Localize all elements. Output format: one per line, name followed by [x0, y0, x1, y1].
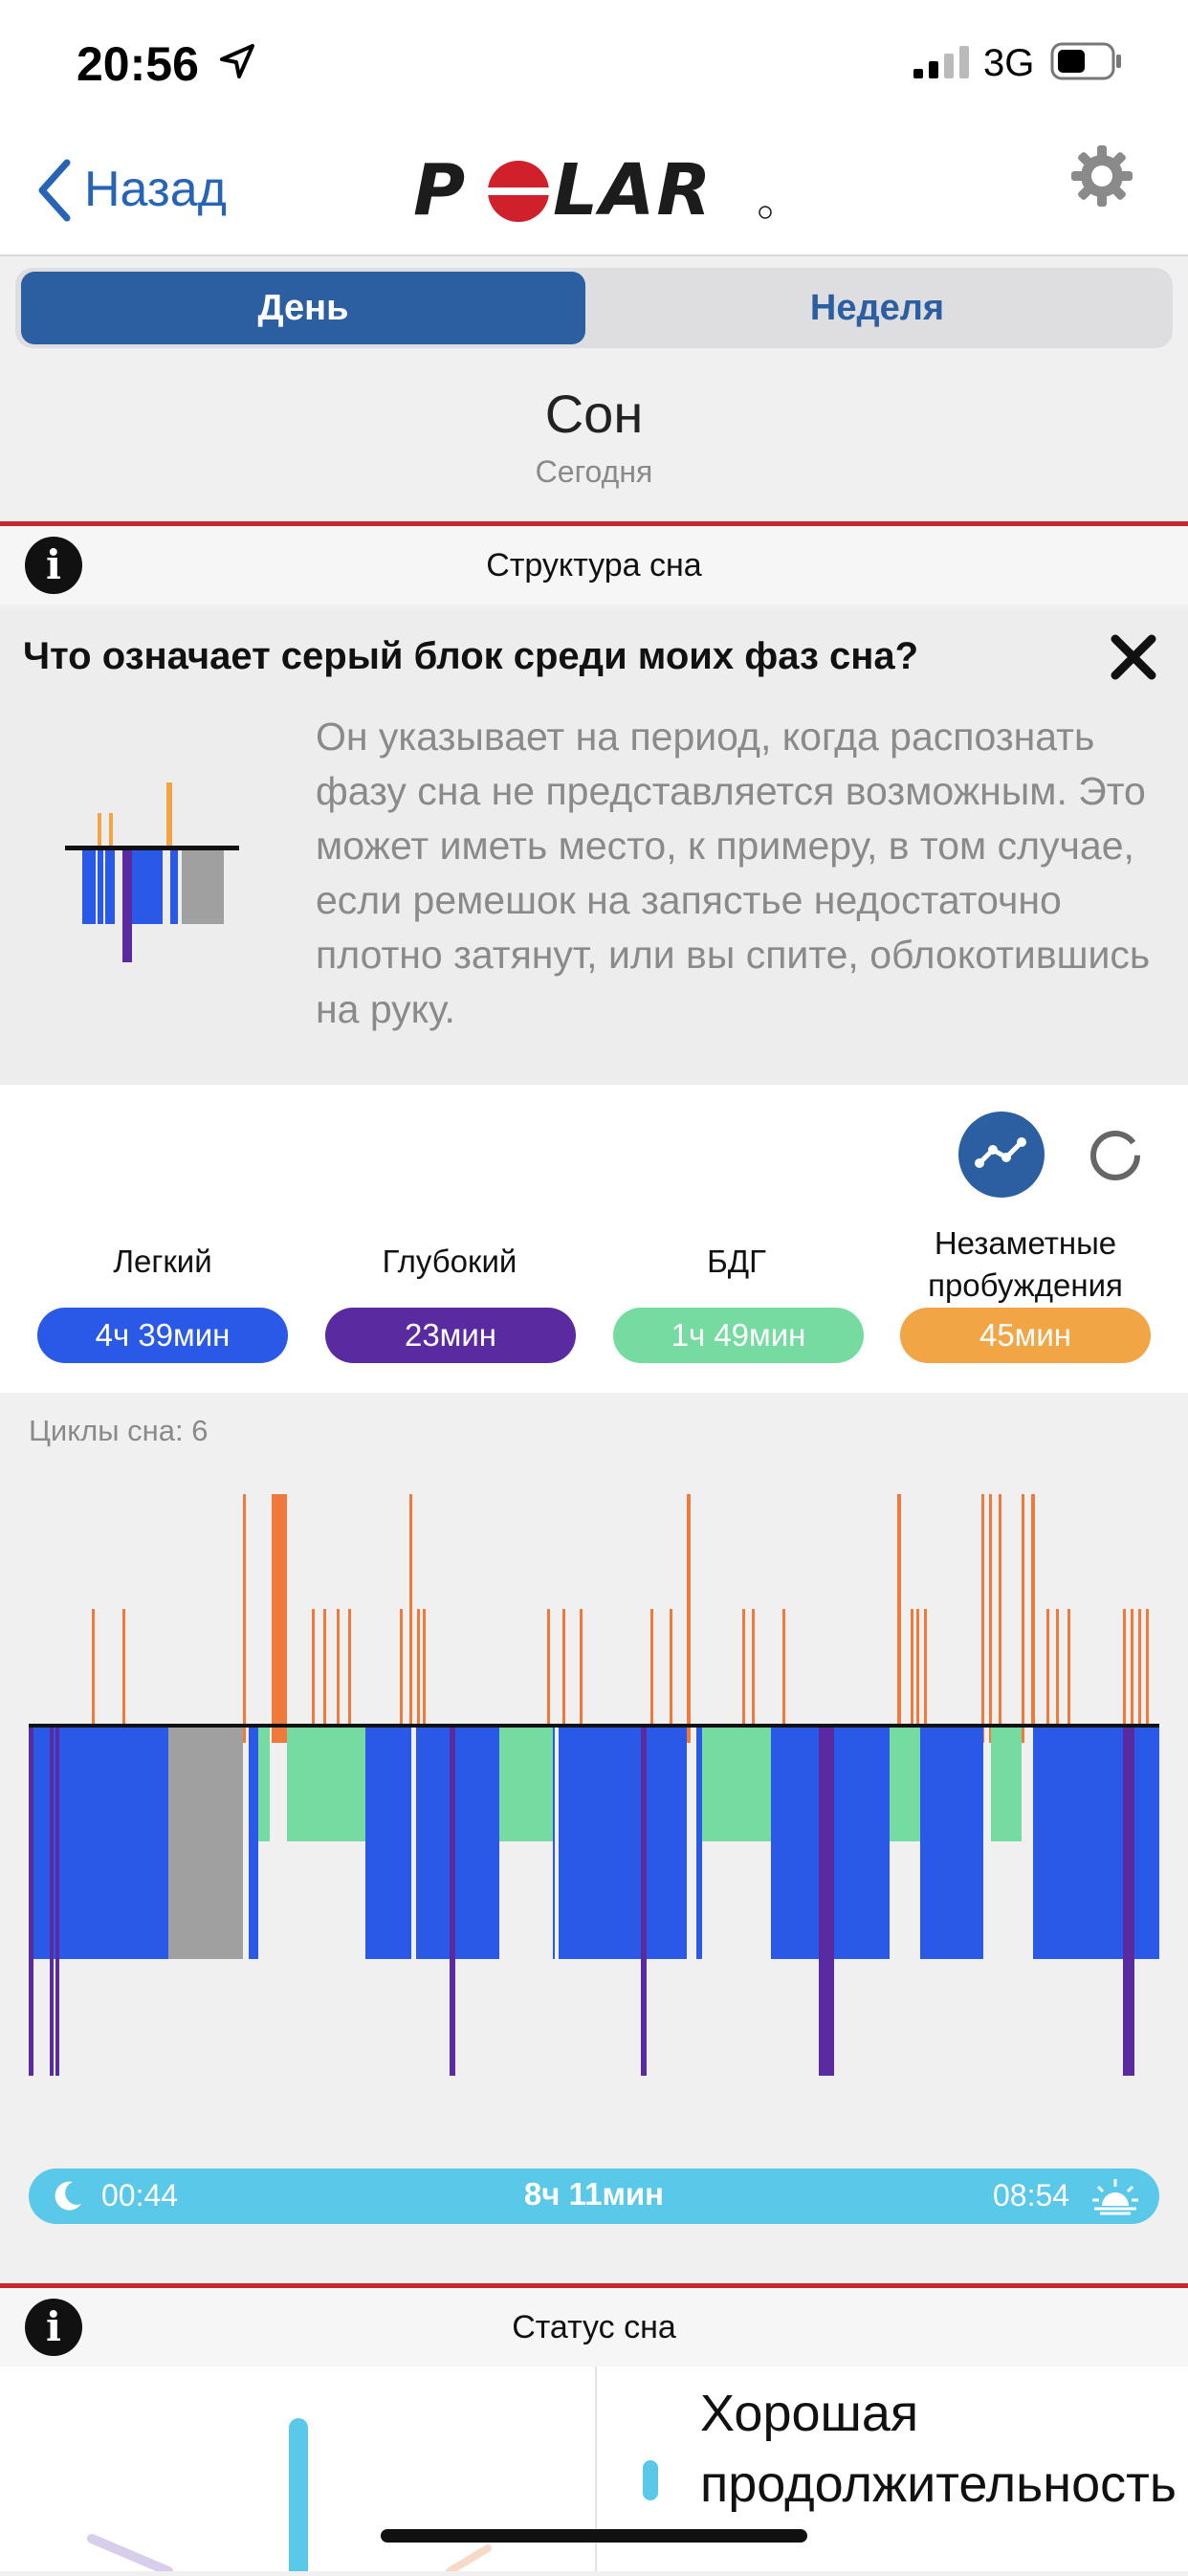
status-time: 20:56	[77, 37, 199, 91]
page-subtitle: Сегодня	[535, 454, 653, 489]
svg-text:P: P	[413, 155, 467, 224]
settings-gear-icon[interactable]	[1069, 143, 1134, 209]
sleep-end-time: 08:54	[993, 2178, 1070, 2213]
legend-value-awake: 45мин	[900, 1308, 1151, 1363]
hypnogram-deep-blocks	[29, 1727, 1134, 2076]
section-divider	[0, 521, 1188, 526]
section-title-structure: Структура сна	[486, 547, 702, 583]
structure-section-header	[0, 526, 1188, 605]
svg-text:LAR: LAR	[553, 155, 713, 224]
tab-day[interactable]: День	[21, 272, 585, 344]
section-title-status: Статус сна	[512, 2309, 676, 2345]
graph-view-button[interactable]	[958, 1112, 1045, 1198]
battery-icon	[1050, 42, 1121, 80]
info-icon[interactable]: i	[25, 2299, 82, 2356]
signal-icon	[913, 46, 969, 78]
sunrise-icon	[1092, 2179, 1138, 2215]
hypnogram-unknown-block	[168, 1727, 243, 1959]
status-bar	[0, 0, 1188, 134]
sleep-start-time: 00:44	[101, 2178, 179, 2213]
hypnogram-wake-spikes	[92, 1494, 1149, 1743]
network-type: 3G	[983, 42, 1035, 84]
status-ring-chart	[87, 2418, 492, 2576]
sleep-duration: 8ч 11мин	[523, 2176, 665, 2212]
moon-icon	[55, 2181, 81, 2211]
sleep-period-bar	[29, 2169, 1159, 2224]
graph-icon	[975, 1137, 1026, 1168]
legend-value-light: 4ч 39мин	[37, 1308, 288, 1363]
sleep-hypnogram	[29, 1494, 1159, 2076]
legend-label-deep: Глубокий	[382, 1244, 517, 1279]
status-divider	[595, 2367, 597, 2571]
back-button[interactable]: Назад	[84, 162, 227, 217]
info-icon[interactable]: i	[25, 537, 82, 594]
status-indicator	[643, 2460, 658, 2500]
legend-label-awake: Незаметные пробуждения	[928, 1225, 1123, 1303]
polar-logo: P LAR	[413, 155, 772, 224]
legend-label-rem: БДГ	[707, 1244, 766, 1279]
legend-label-light: Легкий	[113, 1244, 212, 1279]
section-divider	[0, 2283, 1188, 2288]
close-icon[interactable]	[1108, 631, 1159, 683]
location-arrow-icon	[220, 44, 254, 78]
back-chevron-icon[interactable]	[34, 157, 73, 224]
status-section-header	[0, 2288, 1188, 2367]
page-title: Сон	[544, 384, 644, 444]
sleep-status-text: Хорошая продолжительность	[700, 2385, 1177, 2513]
legend-value-deep: 23мин	[325, 1308, 576, 1363]
ring-view-button[interactable]	[1087, 1127, 1144, 1184]
hypnogram-rem-blocks	[256, 1727, 1022, 1841]
info-question: Что означает серый блок среди моих фаз с…	[23, 635, 919, 677]
info-explanation: Он указывает на период, когда распознать…	[316, 715, 1151, 1031]
legend-value-rem: 1ч 49мин	[613, 1308, 864, 1363]
sleep-cycles-count: Циклы сна: 6	[29, 1414, 209, 1447]
tab-week[interactable]: Неделя	[809, 287, 945, 328]
navigation-bar	[0, 134, 1188, 256]
hypnogram-baseline	[29, 1724, 1159, 1728]
gray-block-illustration	[65, 782, 239, 962]
home-indicator[interactable]	[381, 2529, 807, 2543]
